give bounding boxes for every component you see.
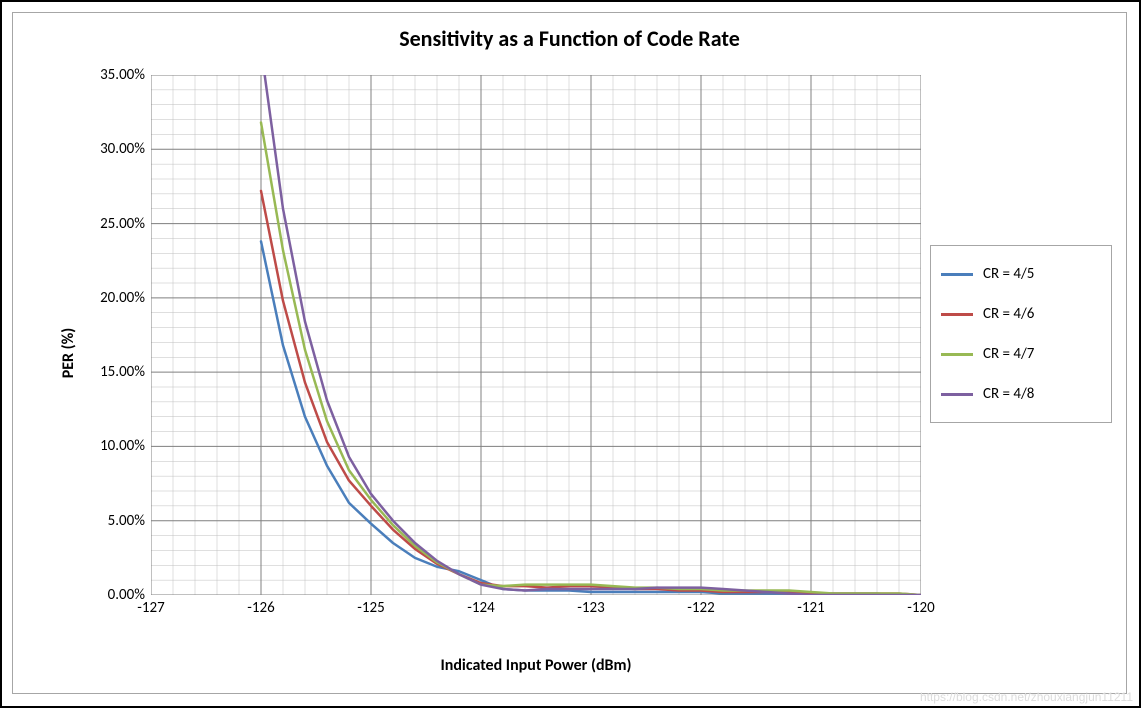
plot-area bbox=[151, 75, 921, 595]
chart-outer-frame: Sensitivity as a Function of Code Rate P… bbox=[0, 0, 1141, 708]
x-tick-label: -121 bbox=[797, 599, 824, 617]
legend-label: CR = 4/5 bbox=[983, 265, 1034, 283]
x-tick-label: -122 bbox=[687, 599, 714, 617]
y-tick-labels: 0.00%5.00%10.00%15.00%20.00%25.00%30.00%… bbox=[73, 75, 145, 595]
y-tick-label: 25.00% bbox=[73, 215, 145, 233]
x-tick-label: -126 bbox=[247, 599, 274, 617]
legend-swatch bbox=[941, 353, 973, 356]
x-tick-label: -127 bbox=[137, 599, 164, 617]
y-tick-label: 5.00% bbox=[73, 512, 145, 530]
legend-label: CR = 4/6 bbox=[983, 305, 1034, 323]
y-tick-label: 35.00% bbox=[73, 66, 145, 84]
legend-swatch bbox=[941, 313, 973, 316]
y-tick-label: 0.00% bbox=[73, 586, 145, 604]
legend-label: CR = 4/8 bbox=[983, 385, 1034, 403]
y-tick-label: 15.00% bbox=[73, 363, 145, 381]
watermark-text: https://blog.csdn.net/zhouxiangjun11211 bbox=[920, 690, 1133, 704]
y-tick-label: 10.00% bbox=[73, 437, 145, 455]
legend-item: CR = 4/6 bbox=[941, 294, 1101, 334]
legend-swatch bbox=[941, 273, 973, 276]
x-tick-label: -125 bbox=[357, 599, 384, 617]
chart-title: Sensitivity as a Function of Code Rate bbox=[13, 25, 1126, 52]
legend: CR = 4/5 CR = 4/6 CR = 4/7 CR = 4/8 bbox=[930, 245, 1112, 423]
x-axis-title: Indicated Input Power (dBm) bbox=[151, 656, 921, 675]
legend-item: CR = 4/7 bbox=[941, 334, 1101, 374]
legend-label: CR = 4/7 bbox=[983, 345, 1034, 363]
legend-item: CR = 4/8 bbox=[941, 374, 1101, 414]
x-tick-label: -124 bbox=[467, 599, 494, 617]
x-tick-label: -123 bbox=[577, 599, 604, 617]
x-tick-label: -120 bbox=[907, 599, 934, 617]
y-tick-label: 30.00% bbox=[73, 140, 145, 158]
chart-svg bbox=[151, 75, 921, 595]
y-tick-label: 20.00% bbox=[73, 289, 145, 307]
x-tick-labels: -127-126-125-124-123-122-121-120 bbox=[151, 599, 921, 623]
chart-inner-frame: Sensitivity as a Function of Code Rate P… bbox=[12, 12, 1127, 694]
legend-swatch bbox=[941, 393, 973, 396]
legend-item: CR = 4/5 bbox=[941, 254, 1101, 294]
